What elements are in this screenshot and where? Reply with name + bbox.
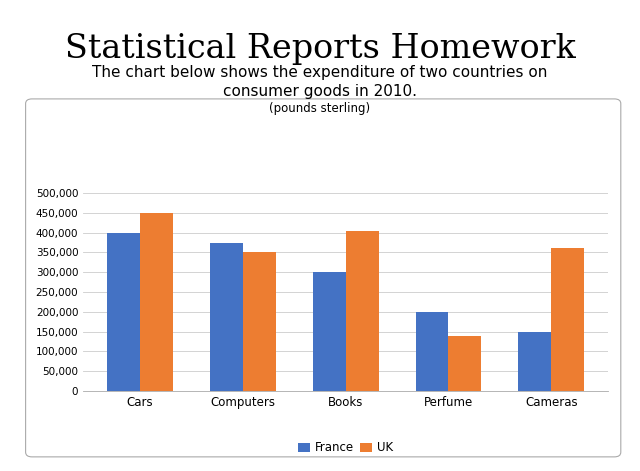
Bar <box>210 243 243 391</box>
Legend: France, UK: France, UK <box>294 437 397 459</box>
Bar <box>518 332 551 391</box>
Bar <box>107 233 140 391</box>
Bar <box>449 335 481 391</box>
Bar <box>415 312 449 391</box>
Text: Statistical Reports Homework: Statistical Reports Homework <box>65 33 575 65</box>
Text: (pounds sterling): (pounds sterling) <box>269 102 371 115</box>
Bar <box>243 252 276 391</box>
Text: consumer goods in 2010.: consumer goods in 2010. <box>223 84 417 99</box>
Bar <box>313 272 346 391</box>
Bar <box>140 213 173 391</box>
Text: The chart below shows the expenditure of two countries on: The chart below shows the expenditure of… <box>92 65 548 80</box>
Bar <box>346 231 378 391</box>
Bar <box>551 249 584 391</box>
